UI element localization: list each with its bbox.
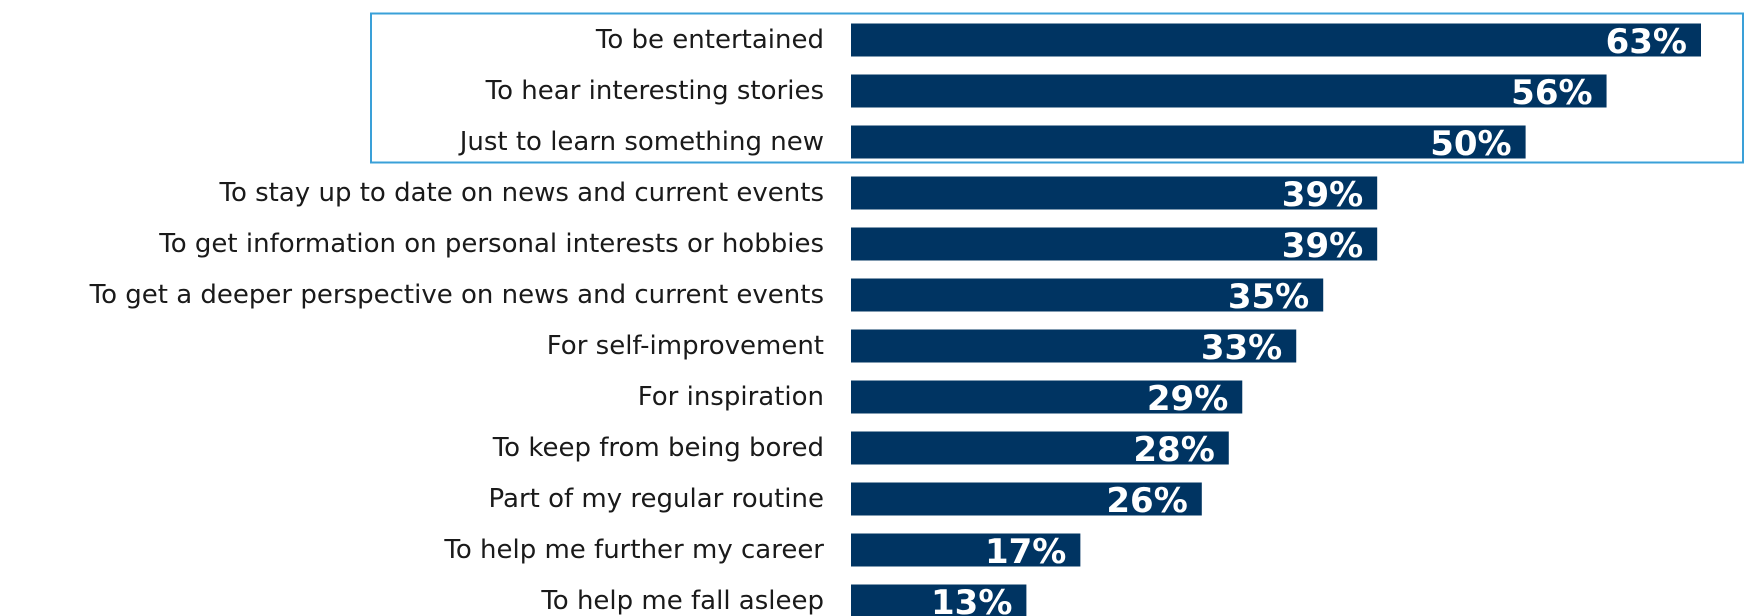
value-label: 33%	[1201, 328, 1282, 368]
bar-to-get-information-on-personal-interests-or-hobbies	[851, 227, 1378, 261]
value-label: 28%	[1133, 430, 1214, 470]
bar-to-help-me-fall-asleep	[851, 584, 1027, 616]
category-label: Part of my regular routine	[489, 484, 825, 514]
value-label: 63%	[1606, 22, 1687, 62]
bar-just-to-learn-something-new	[851, 125, 1526, 159]
category-label: To help me further my career	[443, 535, 824, 565]
bar-for-self-improvement	[851, 329, 1297, 363]
category-label: To be entertained	[595, 25, 824, 55]
value-label: 50%	[1430, 124, 1511, 164]
category-label: To get information on personal interests…	[158, 229, 824, 259]
value-label: 39%	[1282, 175, 1363, 215]
bar-for-inspiration	[851, 380, 1243, 414]
bar-to-hear-interesting-stories	[851, 74, 1607, 108]
category-label: To hear interesting stories	[485, 76, 824, 106]
value-label: 13%	[931, 583, 1012, 616]
category-labels-group: To be entertained To hear interesting sto…	[89, 25, 825, 616]
bar-to-keep-from-being-bored	[851, 431, 1229, 465]
category-label: To keep from being bored	[492, 433, 824, 463]
category-label: To stay up to date on news and current e…	[219, 178, 825, 208]
bars-group	[851, 23, 1701, 616]
highlight-box	[370, 12, 1744, 164]
bar-to-help-me-further-my-career	[851, 533, 1081, 567]
value-label: 56%	[1511, 73, 1592, 113]
value-label: 26%	[1106, 481, 1187, 521]
category-label: For self-improvement	[547, 331, 824, 361]
category-label: To help me fall asleep	[540, 586, 824, 616]
category-label: For inspiration	[638, 382, 824, 412]
value-label: 35%	[1228, 277, 1309, 317]
bar-to-stay-up-to-date-on-news-and-current-events	[851, 176, 1378, 210]
bar-to-be-entertained	[851, 23, 1701, 57]
bar-part-of-my-regular-routine	[851, 482, 1202, 516]
bar-to-get-a-deeper-perspective-on-news-and-current-events	[851, 278, 1324, 312]
category-label: Just to learn something new	[458, 127, 824, 157]
value-label: 29%	[1147, 379, 1228, 419]
category-label: To get a deeper perspective on news and …	[89, 280, 824, 310]
value-label: 17%	[985, 532, 1066, 572]
value-label: 39%	[1282, 226, 1363, 266]
value-labels-group: 63% 56%50% 39% 39% 35% 33% 29% 28% 26% 17% 13%	[931, 22, 1687, 616]
